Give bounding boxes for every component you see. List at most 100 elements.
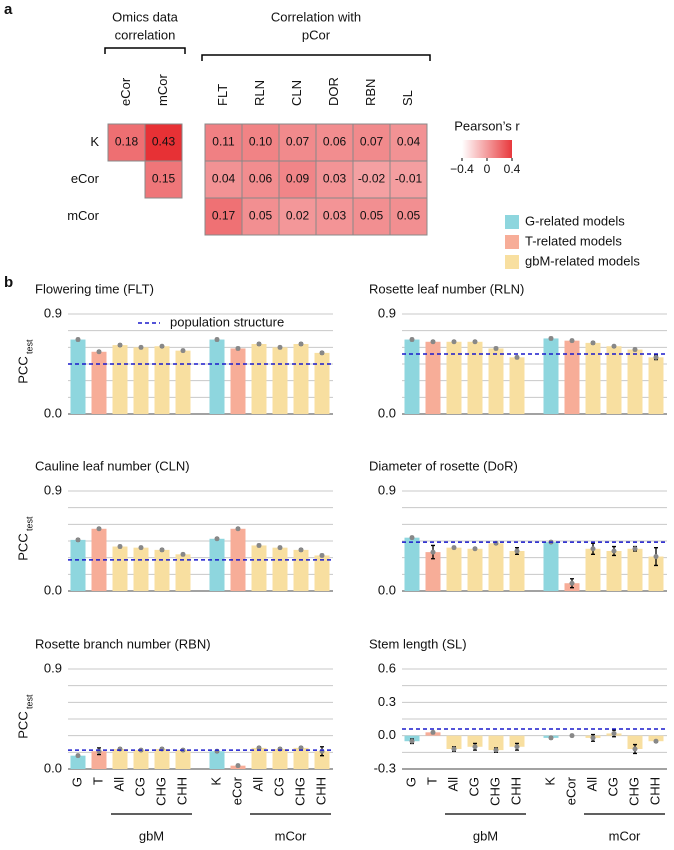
bar <box>293 549 309 591</box>
y-tick-label: 0.0 <box>44 582 62 597</box>
mean-dot <box>298 547 304 553</box>
y-tick-label: 0.0 <box>378 405 396 420</box>
group-bracket <box>104 47 186 54</box>
mean-dot <box>611 730 617 736</box>
x-tick-label: T <box>90 777 105 785</box>
group-label: gbM <box>473 828 498 843</box>
x-tick-label: G <box>403 777 418 787</box>
mean-dot <box>590 340 596 346</box>
x-tick-label: CG <box>605 777 620 797</box>
x-tick-label: All <box>250 777 265 792</box>
mean-dot <box>298 745 304 751</box>
y-tick-label: 0.9 <box>44 482 62 497</box>
colorbar-tick-label: −0.4 <box>450 162 474 176</box>
chart-title: Rosette leaf number (RLN) <box>369 281 524 296</box>
x-tick-label: CHG <box>153 777 168 806</box>
x-tick-label: All <box>584 777 599 792</box>
bar <box>404 339 420 414</box>
cell-label: 0.10 <box>249 135 273 149</box>
bar <box>154 749 170 769</box>
bar <box>467 548 483 591</box>
bar <box>70 339 86 414</box>
column-label: mCor <box>155 74 170 106</box>
x-tick-label: CG <box>271 777 286 797</box>
mean-dot <box>472 744 478 750</box>
bar <box>209 538 225 591</box>
mean-dot <box>138 344 144 350</box>
y-axis-label: PCC <box>15 711 30 738</box>
legend-swatch <box>505 235 519 249</box>
mean-dot <box>653 354 659 360</box>
group-label: mCor <box>609 828 641 843</box>
cell-label: 0.03 <box>323 172 347 186</box>
mean-dot <box>514 354 520 360</box>
y-axis-label-sub: test <box>24 694 34 709</box>
x-tick-label: CHH <box>174 777 189 805</box>
bar <box>488 543 504 591</box>
x-tick-label: K <box>208 777 223 786</box>
group-title: Omics data <box>112 9 179 24</box>
bar <box>112 345 128 414</box>
mean-dot <box>590 546 596 552</box>
bar <box>606 551 622 591</box>
bar <box>425 341 441 414</box>
group-label: gbM <box>139 828 164 843</box>
cell-label: 0.04 <box>212 172 236 186</box>
legend-label: gbM-related models <box>525 253 640 268</box>
bar <box>446 735 462 749</box>
x-tick-label: eCor <box>229 776 244 805</box>
y-tick-label: 0.9 <box>378 305 396 320</box>
bar <box>627 735 643 749</box>
column-label: SL <box>400 90 415 106</box>
group-title: correlation <box>115 27 176 42</box>
y-tick-label: 0.0 <box>44 405 62 420</box>
bar <box>175 554 191 591</box>
mean-dot <box>430 339 436 345</box>
bar <box>175 750 191 769</box>
bar <box>585 548 601 591</box>
mean-dot <box>653 554 659 560</box>
x-tick-label: K <box>542 777 557 786</box>
mean-dot <box>409 337 415 343</box>
bar <box>230 348 246 414</box>
chart-title: Stem length (SL) <box>369 636 467 651</box>
cell-label: 0.05 <box>360 209 384 223</box>
bar <box>91 351 107 414</box>
cell-label: -0.02 <box>358 172 386 186</box>
bar <box>648 735 664 742</box>
mean-dot <box>472 339 478 345</box>
cell-label: 0.05 <box>249 209 273 223</box>
group-title: pCor <box>302 27 331 42</box>
bar <box>627 349 643 414</box>
column-label: DOR <box>326 77 341 106</box>
bar <box>70 755 86 769</box>
mean-dot <box>96 349 102 355</box>
mean-dot <box>214 536 220 542</box>
bar <box>251 545 267 591</box>
bar <box>154 346 170 414</box>
mean-dot <box>96 526 102 532</box>
y-axis-label-sub: test <box>24 516 34 531</box>
heatmap-cell <box>278 197 317 236</box>
bar <box>251 344 267 414</box>
mean-dot <box>611 343 617 349</box>
y-tick-label: 0.0 <box>44 760 62 775</box>
bar <box>467 735 483 747</box>
mean-dot <box>451 545 457 551</box>
mean-dot <box>430 729 436 735</box>
cell-label: 0.43 <box>152 135 176 149</box>
mean-dot <box>298 341 304 347</box>
mean-dot <box>256 745 262 751</box>
mean-dot <box>235 345 241 351</box>
mean-dot <box>256 341 262 347</box>
row-label: K <box>90 134 99 149</box>
column-label: eCor <box>118 77 133 106</box>
row-label: eCor <box>71 171 100 186</box>
mean-dot <box>159 547 165 553</box>
group-label: mCor <box>275 828 307 843</box>
bar <box>543 338 559 414</box>
y-tick-label: 0.6 <box>378 660 396 675</box>
heatmap-cell <box>389 123 428 162</box>
x-tick-label: CG <box>466 777 481 797</box>
